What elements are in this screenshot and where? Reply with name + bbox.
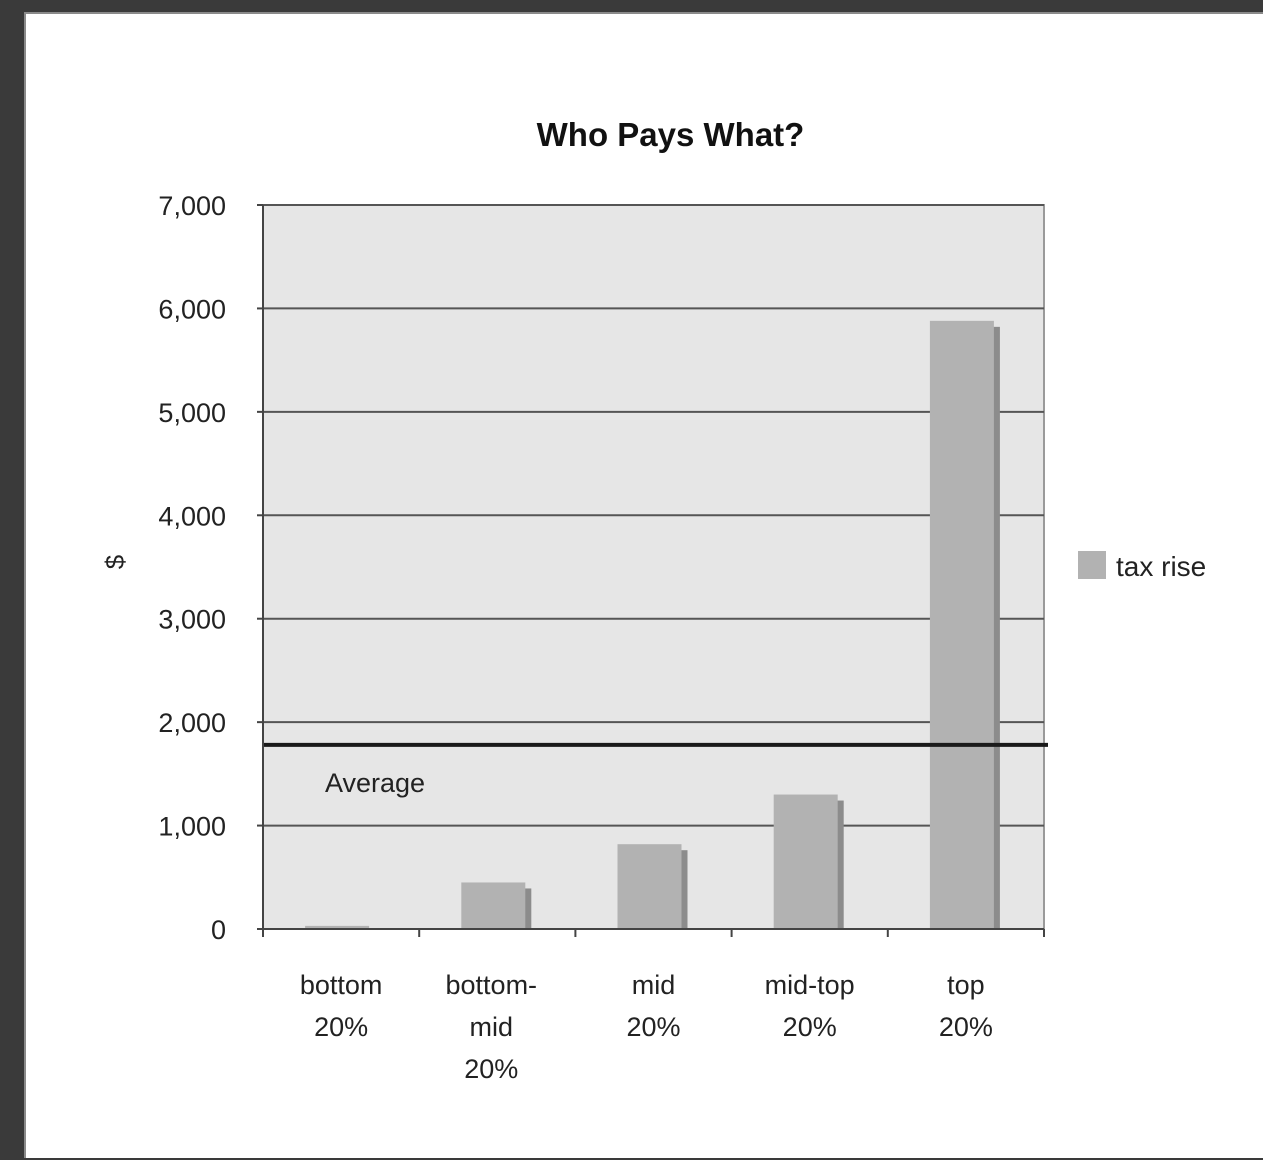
x-tick-label: bottom- bbox=[446, 970, 538, 1000]
x-tick-label: 20% bbox=[939, 1012, 993, 1042]
y-tick-label: 0 bbox=[211, 915, 226, 945]
chart-frame: Average 0 1,000 2,000 3,000 4,000 5,000 6,000 7… bbox=[24, 12, 1263, 1158]
bar bbox=[617, 844, 682, 929]
legend-label: tax rise bbox=[1116, 551, 1206, 582]
chart-title: Who Pays What? bbox=[537, 116, 805, 153]
y-axis-label: $ bbox=[100, 554, 130, 569]
bars bbox=[305, 320, 1000, 930]
x-tick-label: mid bbox=[470, 1012, 514, 1042]
y-tick-label: 7,000 bbox=[158, 191, 226, 221]
legend-swatch bbox=[1078, 551, 1106, 579]
y-tick-label: 4,000 bbox=[158, 501, 226, 531]
x-tick-label: 20% bbox=[464, 1054, 518, 1084]
legend: tax rise bbox=[1078, 551, 1206, 582]
x-tick-label: 20% bbox=[314, 1012, 368, 1042]
x-tick-label: mid bbox=[632, 970, 676, 1000]
x-tick-label: mid-top bbox=[765, 970, 855, 1000]
plot-area bbox=[262, 204, 1045, 930]
axes: 0 1,000 2,000 3,000 4,000 5,000 6,000 7,000 bott… bbox=[158, 191, 1045, 1084]
average-reference: Average bbox=[263, 742, 1048, 798]
x-tick-label: top bbox=[947, 970, 985, 1000]
bar bbox=[929, 320, 994, 930]
bar bbox=[773, 794, 838, 929]
bar bbox=[305, 925, 370, 929]
y-tick-label: 6,000 bbox=[158, 294, 226, 324]
y-tick-label: 3,000 bbox=[158, 605, 226, 635]
x-tick-label: bottom bbox=[300, 970, 383, 1000]
x-tick-label: 20% bbox=[783, 1012, 837, 1042]
y-tick-label: 5,000 bbox=[158, 398, 226, 428]
y-tick-label: 1,000 bbox=[158, 812, 226, 842]
x-tick-label: 20% bbox=[626, 1012, 680, 1042]
y-tick-label: 2,000 bbox=[158, 708, 226, 738]
gridlines bbox=[263, 204, 1044, 827]
average-label: Average bbox=[325, 768, 425, 798]
bar bbox=[461, 882, 526, 929]
chart: Average 0 1,000 2,000 3,000 4,000 5,000 6,000 7… bbox=[100, 116, 1206, 1084]
